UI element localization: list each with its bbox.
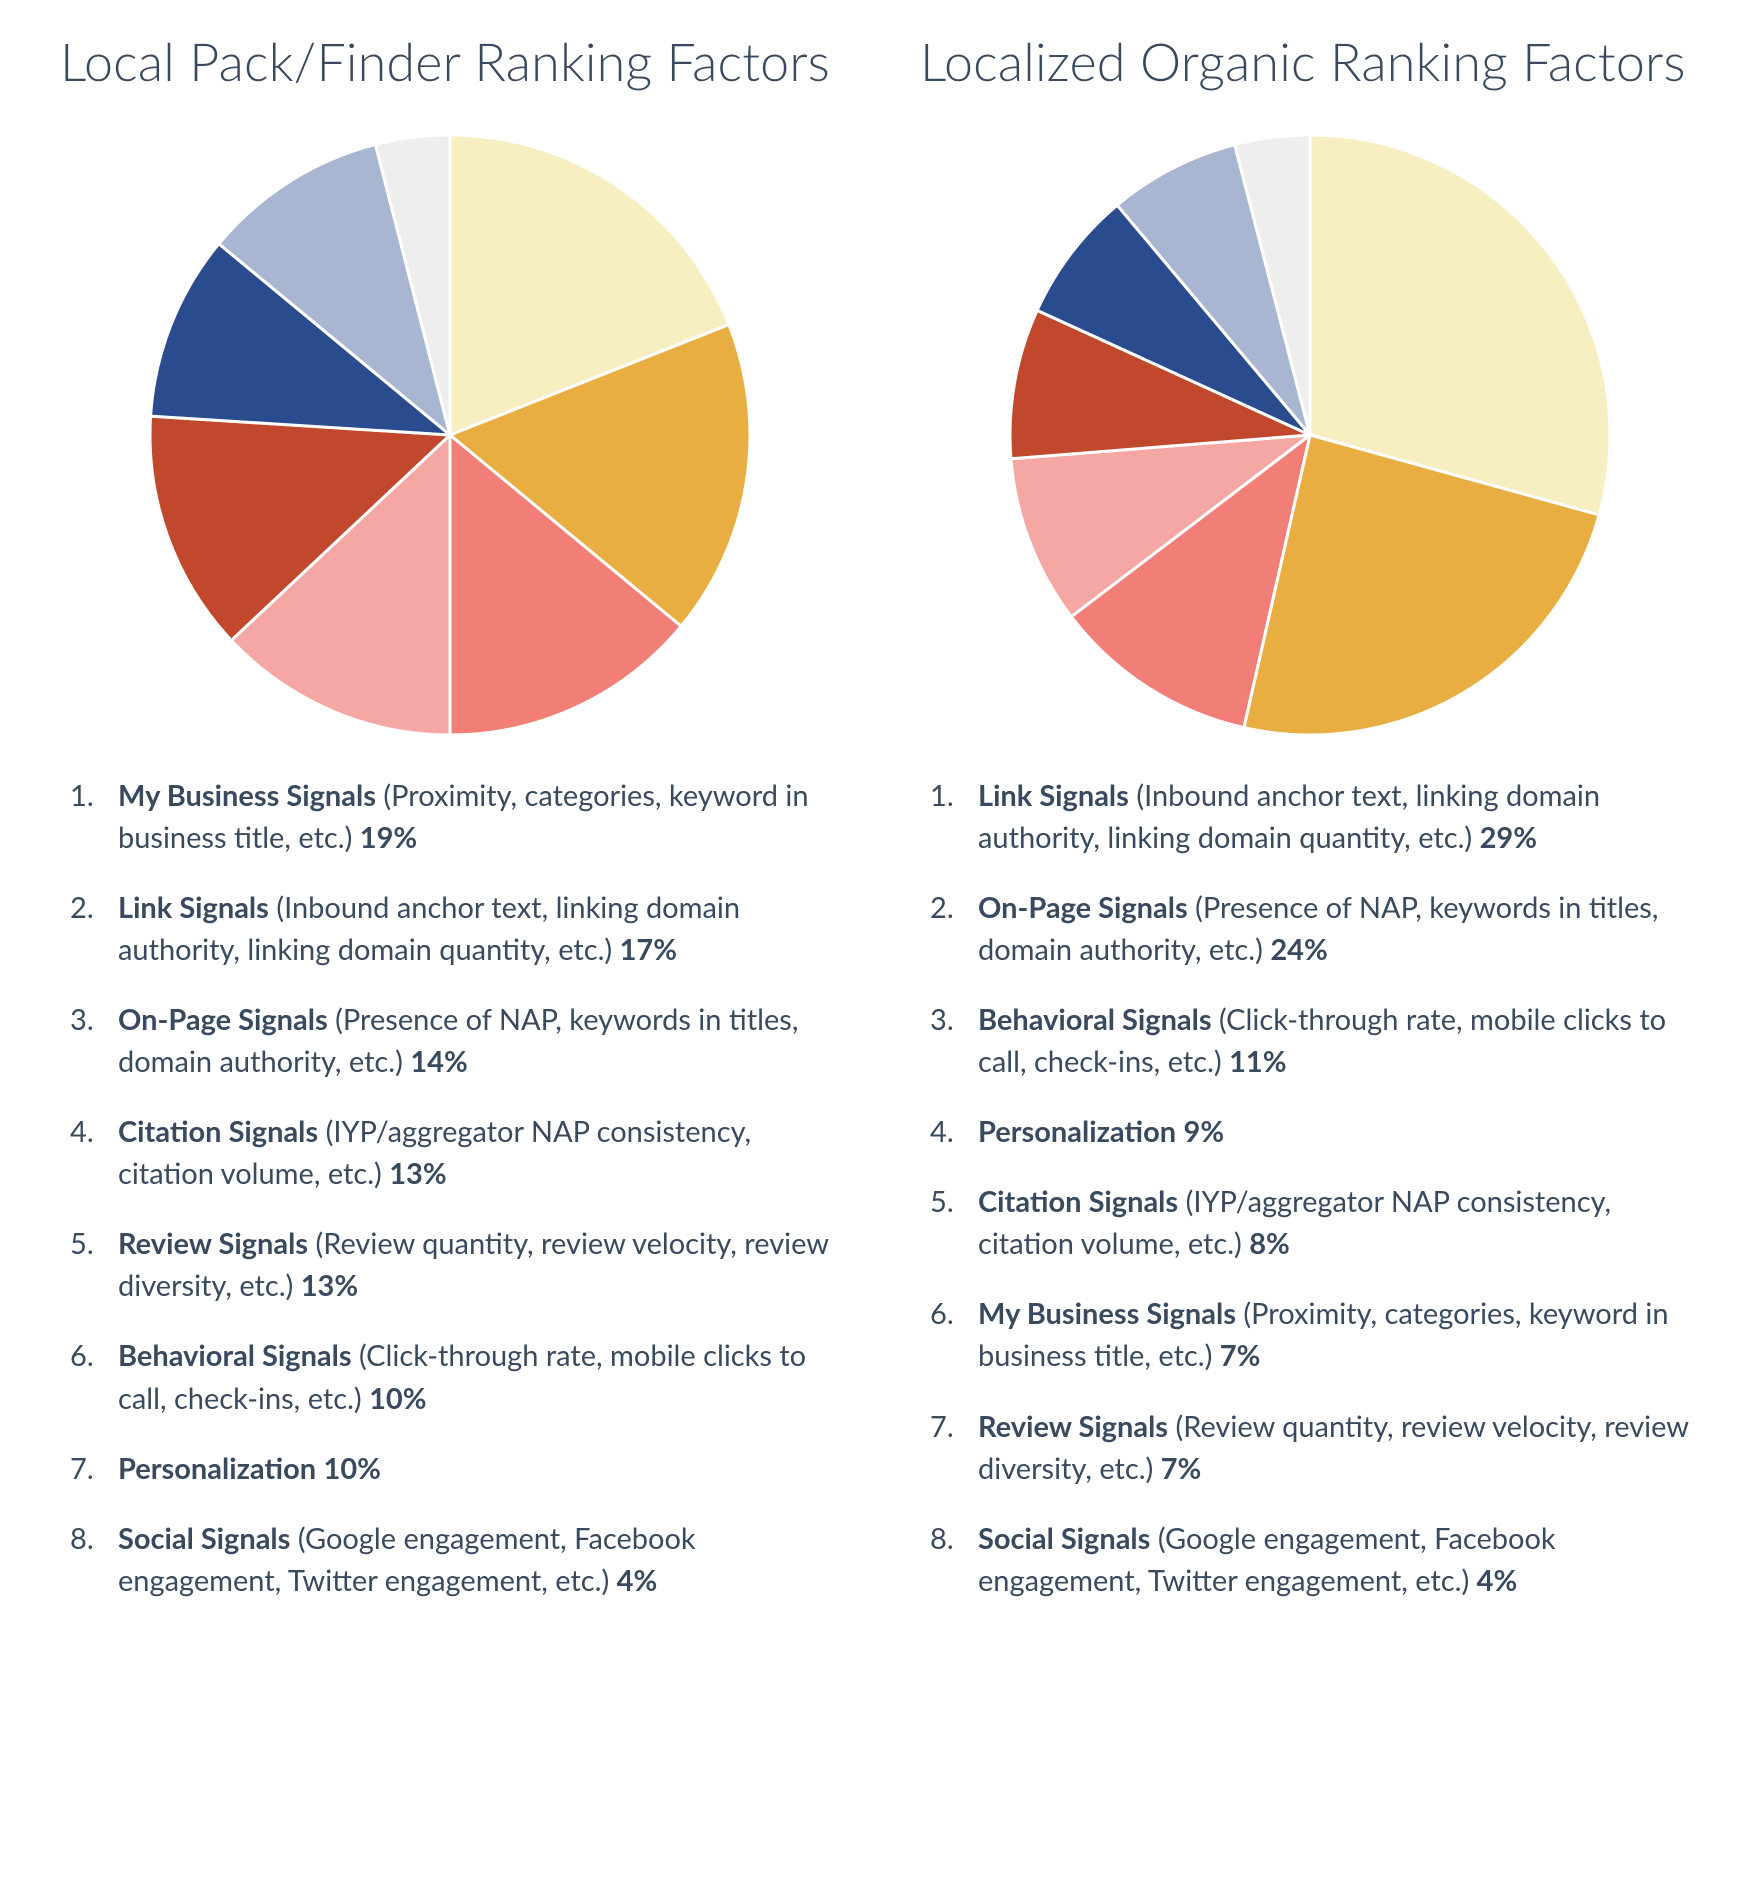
legend-item-label: My Business Signals [118, 778, 376, 813]
legend-item-label: On-Page Signals [118, 1002, 328, 1037]
legend-item-pct: 13% [389, 1156, 446, 1191]
legend-item-pct: 8% [1249, 1226, 1290, 1261]
legend-list-local-pack: My Business Signals (Proximity, categori… [60, 775, 840, 1602]
legend-item-pct: 7% [1220, 1338, 1261, 1373]
panel-local-pack: Local Pack/Finder Ranking Factors My Bus… [60, 30, 840, 1630]
legend-item-label: Personalization [118, 1451, 316, 1486]
legend-item: My Business Signals (Proximity, categori… [70, 775, 840, 859]
legend-item: Personalization 9% [930, 1111, 1700, 1153]
legend-item-pct: 24% [1270, 932, 1327, 967]
legend-item: Link Signals (Inbound anchor text, linki… [70, 887, 840, 971]
pie-chart-local-pack [60, 135, 840, 735]
legend-item: On-Page Signals (Presence of NAP, keywor… [930, 887, 1700, 971]
legend-item: Social Signals (Google engagement, Faceb… [930, 1518, 1700, 1602]
legend-item-pct: 9% [1184, 1114, 1225, 1149]
legend-item-pct: 17% [620, 932, 677, 967]
legend-item: Behavioral Signals (Click-through rate, … [70, 1335, 840, 1419]
legend-item: Citation Signals (IYP/aggregator NAP con… [70, 1111, 840, 1195]
legend-list-localized-organic: Link Signals (Inbound anchor text, linki… [920, 775, 1700, 1602]
legend-item-pct: 7% [1161, 1451, 1202, 1486]
legend-item: Citation Signals (IYP/aggregator NAP con… [930, 1181, 1700, 1265]
panel-title: Localized Organic Ranking Factors [920, 30, 1700, 95]
legend-item-pct: 19% [360, 820, 417, 855]
legend-item: Behavioral Signals (Click-through rate, … [930, 999, 1700, 1083]
legend-item-label: Link Signals [978, 778, 1129, 813]
legend-item-label: Social Signals [118, 1521, 290, 1556]
legend-item-pct: 29% [1480, 820, 1537, 855]
pie-svg [1010, 135, 1610, 735]
legend-item-label: Personalization [978, 1114, 1176, 1149]
panel-localized-organic: Localized Organic Ranking Factors Link S… [920, 30, 1700, 1630]
legend-item-label: Citation Signals [978, 1184, 1178, 1219]
legend-item-label: On-Page Signals [978, 890, 1188, 925]
legend-item-label: Citation Signals [118, 1114, 318, 1149]
legend-item-pct: 4% [617, 1563, 658, 1598]
panel-title: Local Pack/Finder Ranking Factors [60, 30, 840, 95]
legend-item-label: My Business Signals [978, 1296, 1236, 1331]
legend-item-label: Link Signals [118, 890, 269, 925]
legend-item: Review Signals (Review quantity, review … [70, 1223, 840, 1307]
legend-item-pct: 4% [1477, 1563, 1518, 1598]
legend-item: Social Signals (Google engagement, Faceb… [70, 1518, 840, 1602]
legend-item-pct: 11% [1229, 1044, 1286, 1079]
legend-item-pct: 10% [369, 1381, 426, 1416]
legend-item: Review Signals (Review quantity, review … [930, 1406, 1700, 1490]
legend-item-label: Behavioral Signals [118, 1338, 352, 1373]
legend-item: On-Page Signals (Presence of NAP, keywor… [70, 999, 840, 1083]
legend-item-label: Review Signals [118, 1226, 308, 1261]
legend-item: My Business Signals (Proximity, categori… [930, 1293, 1700, 1377]
legend-item-pct: 13% [301, 1268, 358, 1303]
page: Local Pack/Finder Ranking Factors My Bus… [0, 0, 1760, 1690]
pie-chart-localized-organic [920, 135, 1700, 735]
legend-item-label: Behavioral Signals [978, 1002, 1212, 1037]
legend-item-pct: 14% [410, 1044, 467, 1079]
legend-item: Link Signals (Inbound anchor text, linki… [930, 775, 1700, 859]
legend-item-label: Social Signals [978, 1521, 1150, 1556]
pie-svg [150, 135, 750, 735]
legend-item-pct: 10% [324, 1451, 381, 1486]
legend-item-label: Review Signals [978, 1409, 1168, 1444]
legend-item: Personalization 10% [70, 1448, 840, 1490]
